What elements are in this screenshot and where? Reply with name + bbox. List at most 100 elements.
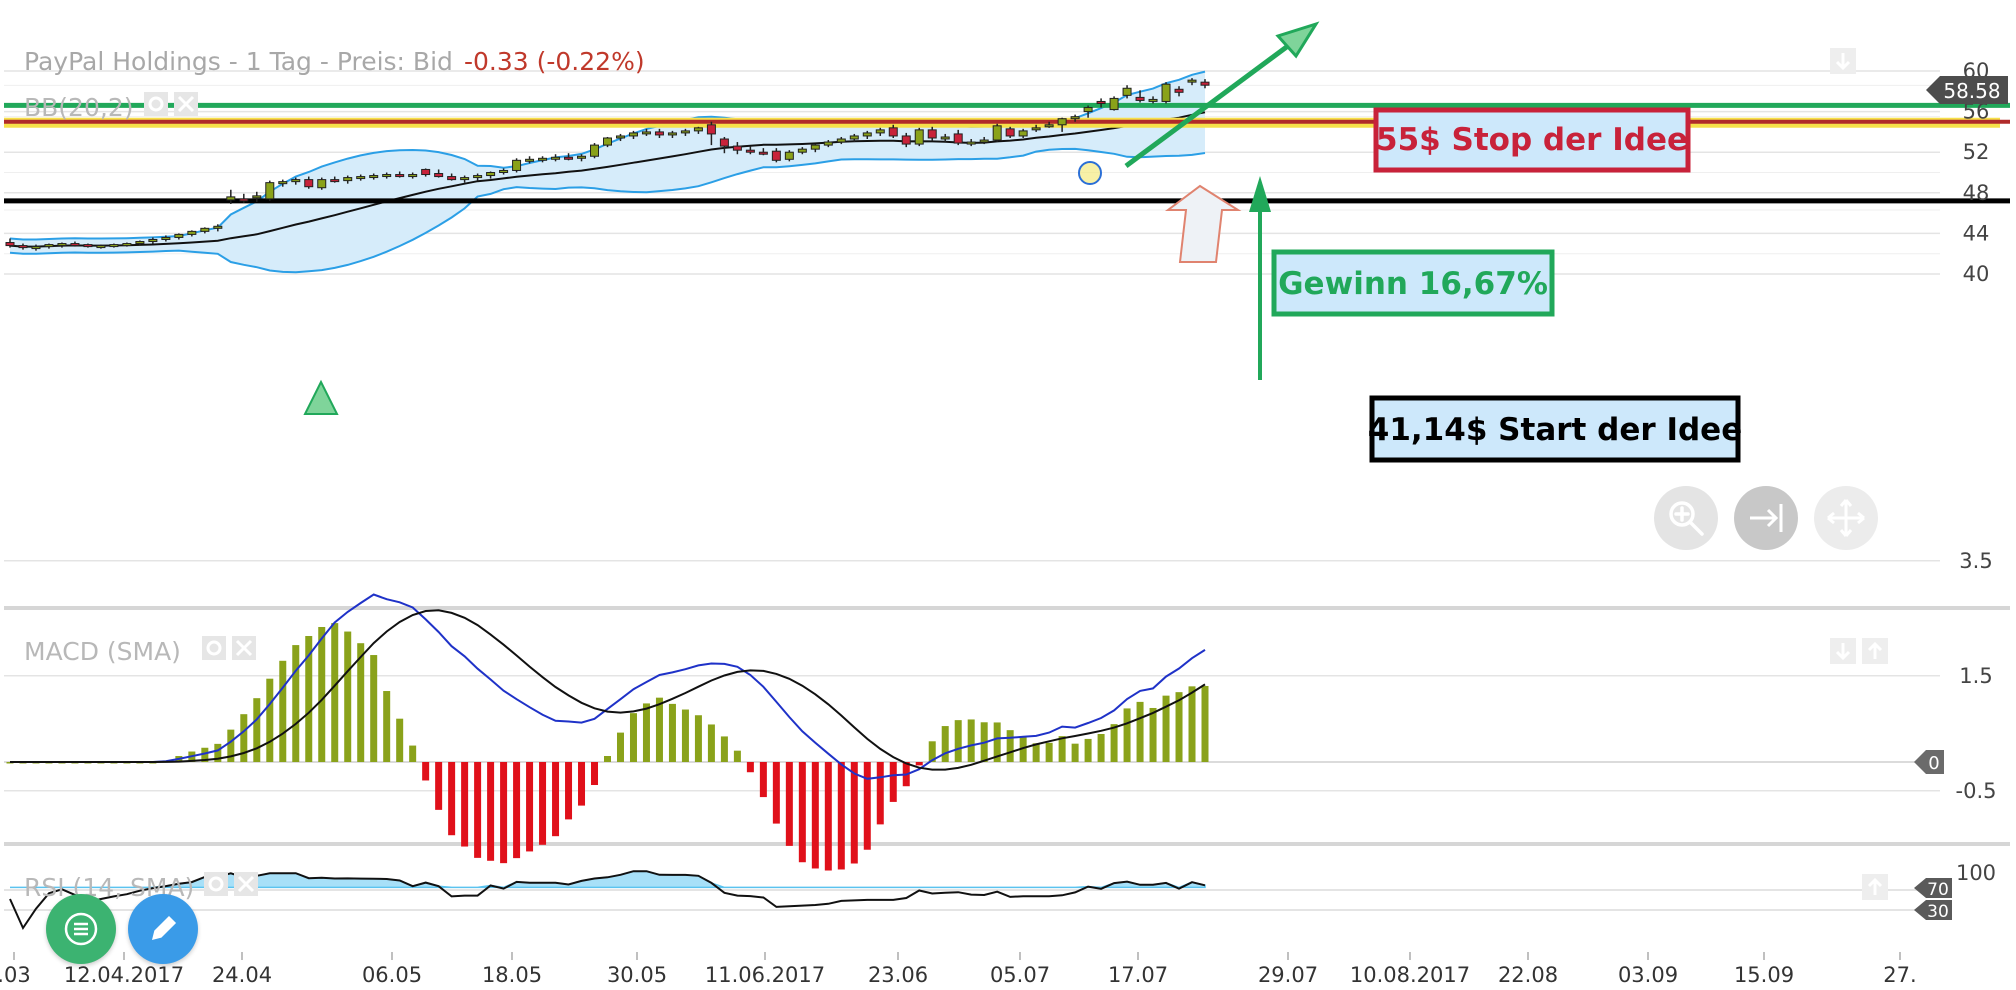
macd-histogram-bar [889,762,897,802]
candle-body [979,139,989,143]
trend-arrow-head[interactable] [1275,21,1320,59]
rsi-30-value: 30 [1927,902,1949,922]
candle [18,243,28,250]
macd-histogram-bar [370,655,378,762]
candle [641,128,651,136]
draw-fab-button[interactable] [128,894,198,964]
candle [460,175,470,183]
macd-histogram-bar [1045,742,1053,762]
breakout-circle[interactable] [1078,161,1102,185]
x-tick-label: 24.04 [212,963,272,987]
macd-signal-line [10,609,1206,771]
candle [551,154,561,162]
candle-body [719,138,729,147]
candle-body [914,129,924,145]
macd-histogram-bar [863,762,871,850]
rsi-close-icon[interactable] [234,872,258,896]
x-tick-label: 27. [1883,963,1916,987]
candle-body [330,179,340,183]
candle [408,172,418,179]
gain-label-box[interactable]: Gewinn 16,67% [1271,249,1555,317]
start-label-box[interactable]: 41,14$ Start der Idee [1368,395,1742,463]
candle [226,189,236,204]
candle [784,150,794,162]
rsi-settings-icon[interactable] [204,872,228,896]
stop-label-box[interactable]: 55$ Stop der Idee [1373,107,1691,173]
gain-arrow-head[interactable] [1249,176,1271,212]
macd-histogram-bar [240,714,248,762]
candle [875,127,885,136]
candle-body [109,244,119,248]
candle [1044,121,1054,128]
candle [252,191,262,202]
price-panel-collapse-icon[interactable] [1830,48,1856,74]
up-arrow-outline[interactable] [1165,184,1242,263]
candle [5,238,15,248]
macd-histogram-bar [1136,701,1144,762]
candle [473,173,483,181]
macd-histogram-bar [941,726,949,762]
trend-arrow-shaft[interactable] [1124,37,1298,169]
macd-histogram-bar [642,703,650,762]
jump-to-end-button[interactable] [1734,486,1798,550]
zoom-button[interactable] [1654,486,1718,550]
candle [1109,96,1119,111]
candle [914,127,924,147]
x-tick-label: 12.04.2017 [64,963,184,987]
macd-settings-icon[interactable] [202,636,226,660]
candle [1148,96,1158,104]
macd-histogram-bar [383,691,391,762]
buy-signal-triangle[interactable] [303,379,339,415]
candle-body [1148,98,1158,102]
macd-histogram-bar [1097,734,1105,762]
candle-body [706,124,716,135]
candle [161,235,171,242]
macd-histogram-bar [655,697,663,762]
candle-body [603,137,612,146]
candle-body [810,144,820,150]
candle [343,175,353,184]
macd-histogram-bar [526,762,534,852]
macd-histogram-bar [967,719,975,762]
bb-close-icon[interactable] [174,92,198,116]
candle-body [83,244,93,248]
pan-icon [1827,499,1865,537]
candle [499,168,509,175]
candle-body [369,175,379,179]
candle [304,176,314,189]
bb-settings-icon[interactable] [144,92,168,116]
candle-body [538,157,548,161]
x-tick-label: .03 [0,963,31,987]
macd-move-up-icon[interactable] [1862,638,1888,664]
candle [1200,79,1210,89]
macd-histogram-bar [720,736,728,762]
candle-body [1031,127,1041,131]
macd-histogram-bar [279,660,287,762]
bollinger-lower-line [9,147,1206,274]
candle [745,146,755,155]
candle-body [96,245,106,249]
candle-body [693,127,703,132]
macd-histogram-bar [552,762,560,837]
candlestick-series [5,78,1210,251]
candle-body [667,132,677,136]
macd-y-tick: 3.5 [1959,549,1992,573]
macd-histogram-bar [1032,743,1040,762]
candle-body [1174,88,1184,93]
gain-label-text: Gewinn 16,67% [1278,266,1548,302]
macd-close-icon[interactable] [232,636,256,660]
candle-body [70,243,80,247]
macd-histogram-bar [707,724,715,762]
macd-move-down-icon[interactable] [1830,638,1856,664]
macd-histogram-bar [1071,743,1079,762]
macd-histogram-bar [305,636,313,762]
start-label-text: 41,14$ Start der Idee [1368,412,1742,448]
candle-body [797,148,807,153]
candle [291,177,301,185]
pan-button[interactable] [1814,486,1878,550]
candle-body [473,175,483,179]
menu-fab-button[interactable] [46,894,116,964]
rsi-move-up-icon[interactable] [1862,874,1888,900]
candle [1096,98,1106,108]
